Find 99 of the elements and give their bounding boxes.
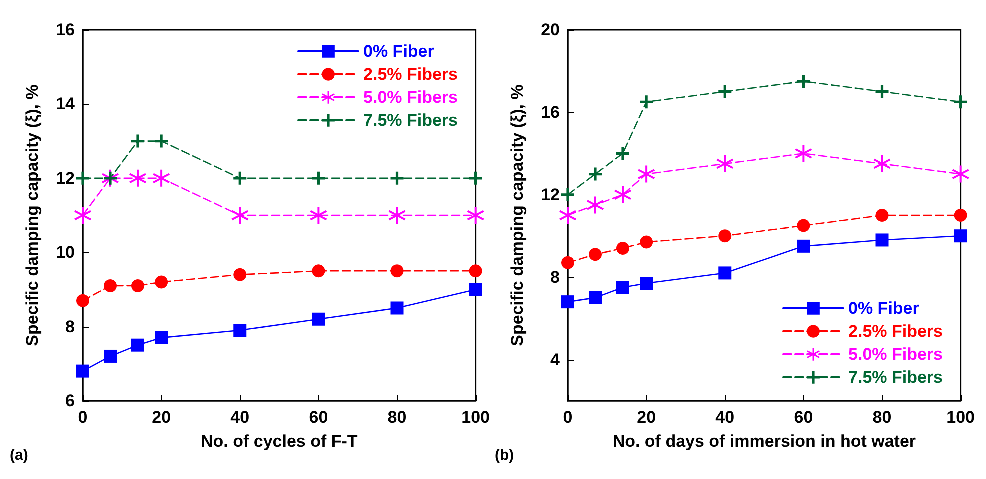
x-tick-label: 20 [637, 408, 656, 427]
x-axis-title: No. of days of immersion in hot water [612, 432, 916, 451]
point [74, 207, 92, 224]
x-tick-label: 0 [563, 408, 573, 427]
point [640, 96, 654, 109]
point [614, 186, 632, 204]
point [129, 170, 146, 187]
point [562, 188, 574, 202]
point [132, 279, 144, 292]
point [616, 242, 630, 255]
point [469, 283, 482, 296]
x-tick-label: 0 [78, 408, 88, 427]
point [312, 264, 326, 278]
point [616, 147, 630, 160]
x-tick-label: 80 [388, 408, 407, 427]
x-tick-label: 20 [152, 408, 172, 427]
point [876, 85, 889, 98]
legend-label: 0% Fiber [364, 42, 435, 61]
point [586, 196, 604, 214]
x-tick-label: 60 [794, 408, 814, 427]
y-tick-label: 10 [56, 243, 75, 262]
y-tick-label: 4 [550, 350, 561, 370]
x-tick-label: 40 [230, 408, 250, 427]
x-axis-title: No. of cycles of F-T [201, 432, 358, 451]
point [232, 207, 249, 224]
point [638, 166, 656, 183]
point [954, 96, 968, 109]
point [588, 291, 602, 304]
point [616, 281, 630, 294]
point [469, 264, 482, 278]
legend-label: 7.5% Fibers [848, 368, 944, 387]
point [131, 338, 144, 352]
legend-label: 0% Fiber [848, 299, 920, 318]
point [640, 277, 654, 290]
point [131, 134, 144, 148]
point [954, 209, 968, 222]
legend-label: 5.0% Fibers [364, 88, 458, 107]
y-tick-label: 16 [541, 102, 560, 122]
point [588, 168, 602, 181]
point [797, 219, 810, 232]
legend-label: 2.5% Fibers [364, 65, 458, 84]
point [874, 155, 891, 172]
point [954, 230, 968, 243]
y-tick-label: 6 [66, 392, 75, 410]
point [562, 256, 574, 270]
y-tick-label: 14 [56, 94, 76, 114]
point [562, 296, 574, 309]
point [718, 85, 732, 98]
point [312, 312, 326, 326]
point [310, 207, 328, 224]
point [155, 276, 168, 289]
point [390, 172, 404, 185]
y-tick-label: 8 [550, 268, 560, 287]
point [876, 209, 889, 222]
point [589, 248, 602, 262]
point [797, 75, 810, 88]
point [876, 234, 889, 247]
point [797, 240, 810, 253]
point [388, 207, 406, 224]
legend-label: 7.5% Fibers [364, 111, 458, 130]
point [952, 166, 970, 183]
legend-label: 5.0% Fibers [848, 345, 944, 364]
point [718, 230, 732, 243]
y-tick-label: 12 [56, 168, 75, 188]
text: (a) [10, 447, 28, 464]
point [234, 172, 247, 185]
point [390, 264, 404, 278]
y-tick-label: 16 [56, 20, 75, 40]
point [640, 236, 654, 249]
point [155, 134, 168, 148]
point [560, 207, 576, 224]
point [795, 145, 812, 162]
point [390, 302, 404, 315]
point [76, 294, 90, 308]
point [234, 268, 247, 282]
point [467, 207, 484, 224]
point [716, 155, 734, 172]
point [718, 266, 732, 280]
y-axis-title: Specific damping capacity (ξ), % [508, 84, 527, 346]
point [104, 279, 117, 292]
point [234, 324, 247, 338]
x-tick-label: 60 [309, 408, 328, 427]
y-tick-label: 12 [541, 185, 560, 204]
y-axis-title: Specific damping capacity (ξ), % [23, 84, 42, 346]
legend-label: 2.5% Fibers [848, 322, 944, 341]
point [153, 170, 170, 187]
point [155, 331, 168, 344]
y-tick-label: 20 [541, 20, 560, 40]
text: (b) [495, 447, 514, 464]
y-tick-label: 8 [66, 317, 75, 336]
x-tick-label: 40 [716, 408, 735, 427]
point [312, 172, 326, 185]
point [104, 350, 117, 363]
x-tick-label: 100 [946, 408, 976, 427]
point [469, 172, 482, 185]
point [76, 364, 90, 378]
point [76, 172, 90, 185]
x-tick-label: 100 [462, 408, 490, 427]
x-tick-label: 80 [872, 408, 892, 427]
